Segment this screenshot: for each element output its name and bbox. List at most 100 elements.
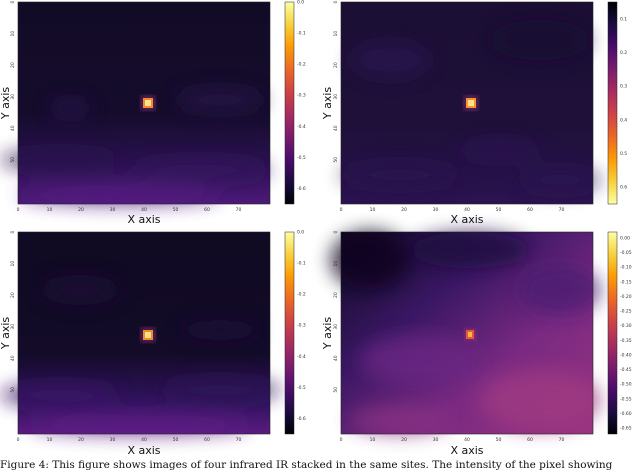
heatmap-2-texture [340,20,600,192]
colorbar-2-ticks: 0.1 0.2 0.3 0.4 0.5 0.6 [620,16,627,190]
heatmap-3-ytick-label: 10 [10,261,16,267]
colorbar-3-tick-label: 0.0 [297,230,304,236]
colorbar-1-tick-label: -0.3 [297,93,306,99]
heatmap-4-xticks: 0 10 20 30 40 50 60 70 [340,437,565,443]
colorbar-4-tick-label: -0.30 [620,323,632,329]
heatmap-2-xtick-label: 40 [464,207,470,213]
heatmap-3-xtick-label: 30 [110,437,116,443]
colorbar-4-tick-label: -0.45 [620,367,632,373]
heatmap-1-xtick-label: 60 [204,207,210,213]
figure-caption: Figure 4: This figure shows images of fo… [0,459,613,471]
heatmap-1-xtick-label: 10 [47,207,53,213]
colorbar-4-tick-label: -0.60 [620,411,632,417]
heatmap-3-xtick-label: 20 [78,437,84,443]
heatmap-4-xtick-label: 50 [496,437,502,443]
heatmap-4-xtick-label: 70 [559,437,565,443]
heatmap-2-ylabel: Y axis [321,87,334,121]
colorbar-4-tick-label: -0.50 [620,382,632,388]
heatmap-1-ytick-label: 20 [10,62,16,68]
heatmap-1-xtick-label: 30 [110,207,116,213]
heatmap-panel-1: 0 10 20 30 40 50 60 70 0 10 20 30 40 50 X axis Y axi… [0,0,306,226]
heatmap-2-yticks: 0 10 20 30 40 50 [333,0,339,162]
heatmap-3-xlabel: X axis [127,444,160,457]
heatmap-4-xlabel: X axis [450,444,483,457]
heatmap-3-frame [17,231,271,435]
heatmap-3-texture [0,275,280,435]
colorbar-2 [607,1,618,205]
colorbar-1-ticks: 0.0 -0.1 -0.2 -0.3 -0.4 -0.5 -0.6 [297,0,306,192]
heatmap-4-ytick-label: 50 [333,387,339,393]
heatmap-4-xtick-label: 10 [370,437,376,443]
colorbar-4-tick-label: -0.35 [620,338,632,344]
heatmap-3-xtick-label: 10 [47,437,53,443]
heatmap-3-xtick-label: 40 [141,437,147,443]
heatmap-4-hotspot [465,329,476,340]
heatmap-1-xtick-label: 70 [236,207,242,213]
heatmap-2-ytick-label: 30 [333,94,339,100]
colorbar-4-tick-label: -0.15 [620,279,632,285]
colorbar-4-tick-label: -0.25 [620,309,632,315]
heatmap-2-ytick-label: 0 [333,0,339,3]
heatmap-1-ytick-label: 50 [10,157,16,163]
heatmap-4-yticks: 0 10 20 30 40 50 [333,230,339,392]
colorbar-4-tick-label: -0.65 [620,426,632,432]
heatmap-2-ytick-label: 10 [333,31,339,37]
colorbar-1-tick-label: -0.1 [297,31,306,37]
heatmap-2-frame [340,1,594,205]
heatmap-4-xtick-label: 60 [527,437,533,443]
heatmap-2-xtick-label: 30 [433,207,439,213]
heatmap-1-hotspot [141,96,155,110]
heatmap-1-frame [17,1,271,205]
heatmap-2-ytick-label: 20 [333,62,339,68]
heatmap-1-ytick-label: 10 [10,31,16,37]
heatmap-1-ytick-label: 0 [10,0,16,3]
heatmap-4-xtick-label: 20 [401,437,407,443]
colorbar-2-tick-label: 0.5 [620,151,627,157]
heatmap-3-ytick-label: 0 [10,230,16,233]
heatmap-1-yticks: 0 10 20 30 40 50 [10,0,16,162]
heatmap-2-xtick-label: 10 [370,207,376,213]
heatmap-1-ytick-label: 40 [10,125,16,131]
heatmap-2-xticks: 0 10 20 30 40 50 60 70 [340,207,565,213]
heatmap-2-xtick-label: 50 [496,207,502,213]
heatmap-3-hotspot [141,328,155,342]
colorbar-1 [284,1,295,205]
heatmap-4-texture [330,230,600,434]
heatmap-1-ytick-label: 30 [10,94,16,100]
heatmap-4-ytick-label: 10 [333,261,339,267]
colorbar-4-tick-label: -0.55 [620,396,632,402]
heatmap-4-ytick-label: 40 [333,355,339,361]
heatmap-3-ytick-label: 50 [10,387,16,393]
colorbar-4-tick-label: -0.05 [620,250,632,256]
heatmap-1-xticks: 0 10 20 30 40 50 60 70 [17,207,242,213]
heatmap-1-xlabel: X axis [127,213,160,226]
heatmap-4-ytick-label: 30 [333,324,339,330]
heatmap-2-xtick-label: 60 [527,207,533,213]
heatmap-3-ytick-label: 20 [10,292,16,298]
colorbar-3 [284,231,295,435]
heatmap-panel-3: 0 10 20 30 40 50 60 70 0 10 20 30 40 50 X axis Y axi… [0,230,306,457]
heatmap-4-ytick-label: 0 [333,230,339,233]
heatmap-panel-2: 0 10 20 30 40 50 60 70 0 10 20 30 40 50 X axis Y axi… [321,0,627,226]
colorbar-1-tick-label: 0.0 [297,0,304,6]
heatmap-3-xtick-label: 70 [236,437,242,443]
heatmap-3-ytick-label: 40 [10,355,16,361]
heatmap-1-ylabel: Y axis [0,87,12,121]
colorbar-3-tick-label: -0.1 [297,261,306,267]
heatmap-1-xtick-label: 50 [173,207,179,213]
heatmap-4-xtick-label: 40 [464,437,470,443]
colorbar-2-tick-label: 0.1 [620,16,627,22]
colorbar-1-tick-label: -0.6 [297,186,306,192]
colorbar-4-ticks: 0.00 -0.05 -0.10 -0.15 -0.20 -0.25 -0.30 -0.35 -… [620,235,632,431]
heatmap-3-xtick-label: 60 [204,437,210,443]
colorbar-4 [607,231,618,435]
heatmap-1-texture [0,88,270,205]
colorbar-3-tick-label: -0.5 [297,385,306,391]
heatmap-1-xtick-label: 40 [141,207,147,213]
colorbar-1-tick-label: -0.4 [297,124,306,130]
heatmap-2-hotspot [464,96,478,110]
heatmap-2-xtick-label: 0 [340,207,343,213]
colorbar-3-tick-label: -0.2 [297,292,306,298]
colorbar-3-tick-label: -0.3 [297,323,306,329]
